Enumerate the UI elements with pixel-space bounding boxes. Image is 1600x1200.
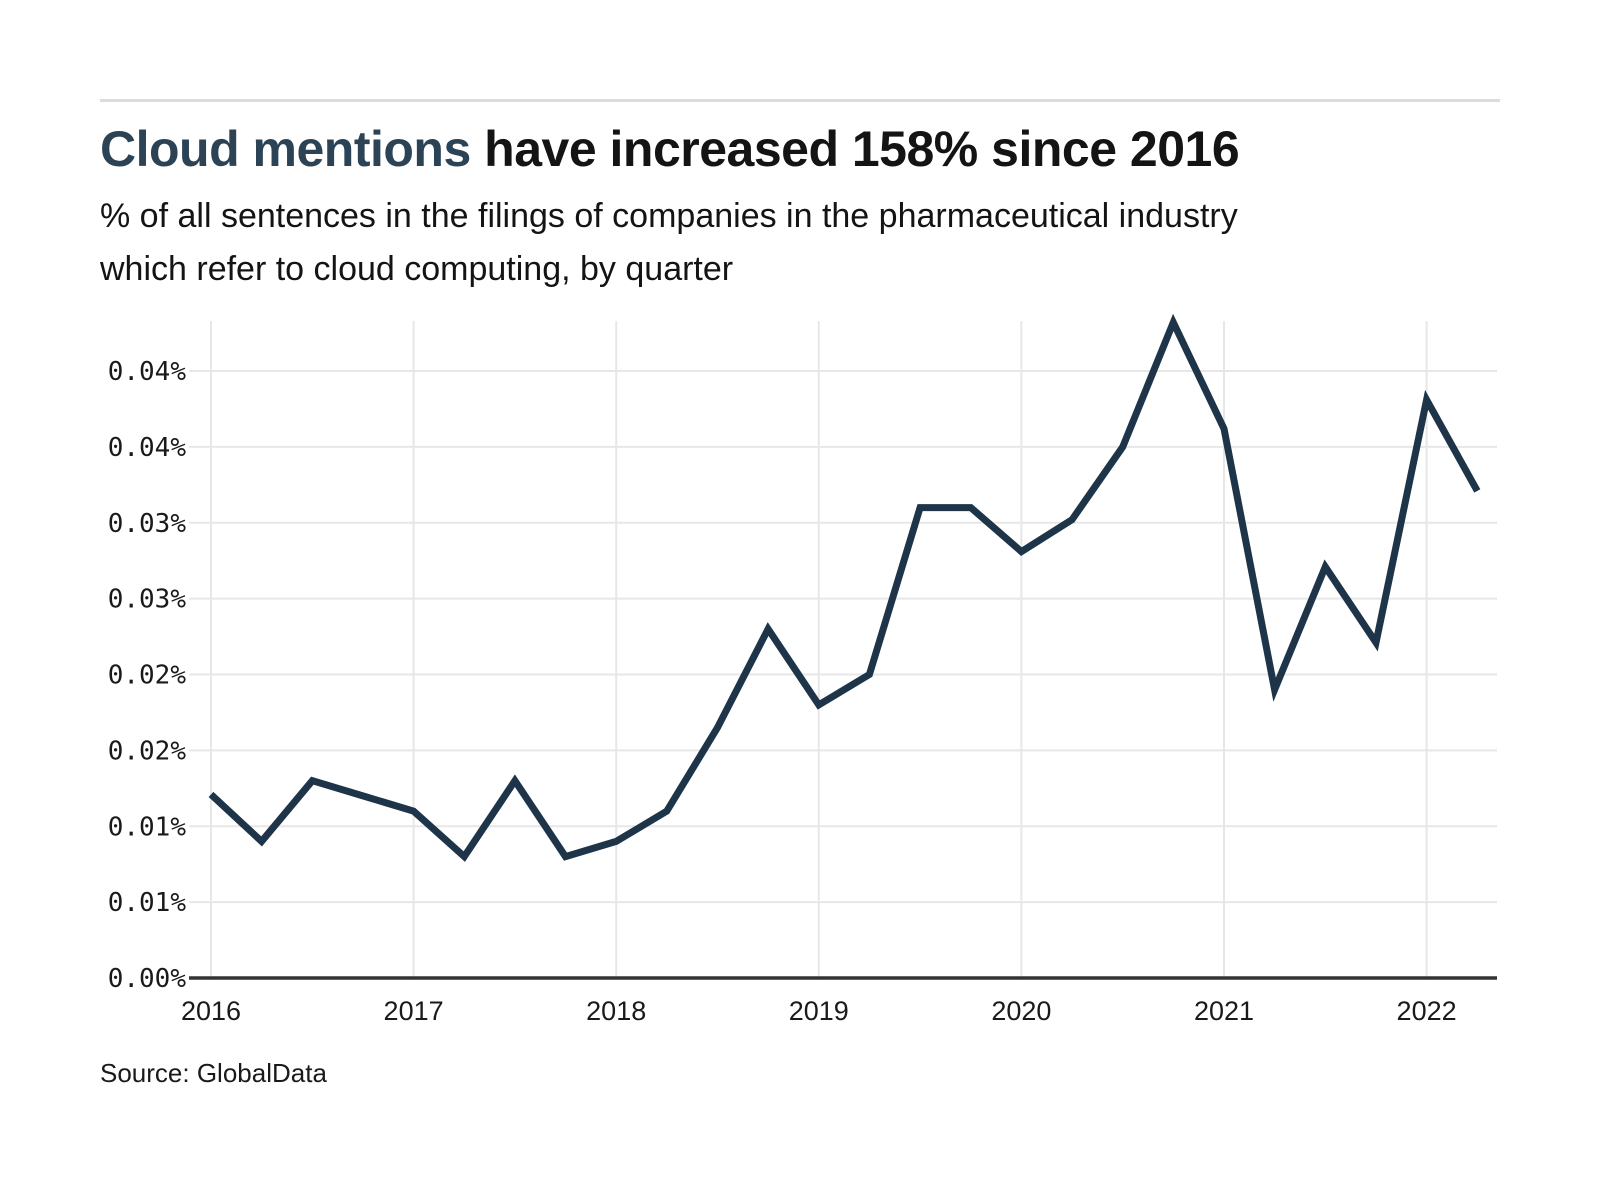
y-tick-label: 0.04%: [108, 357, 187, 387]
chart-subtitle-line1: % of all sentences in the filings of com…: [100, 197, 1238, 235]
header-divider: [100, 99, 1500, 102]
y-tick-label: 0.02%: [108, 736, 187, 766]
page-title-rest: have increased 158% since 2016: [470, 121, 1240, 177]
x-tick-label: 2018: [586, 996, 646, 1026]
x-tick-label: 2022: [1397, 996, 1457, 1026]
chart-subtitle-line2: which refer to cloud computing, by quart…: [100, 250, 734, 288]
y-tick-label: 0.00%: [108, 964, 187, 994]
y-tick-label: 0.03%: [108, 509, 187, 539]
page-title-highlight: Cloud mentions: [100, 121, 471, 177]
y-tick-label: 0.02%: [108, 661, 187, 691]
chart-subtitle: % of all sentences in the filings of com…: [100, 190, 1560, 296]
x-tick-label: 2016: [181, 996, 241, 1026]
x-tick-label: 2021: [1194, 996, 1254, 1026]
x-tick-label: 2019: [789, 996, 849, 1026]
y-tick-label: 0.01%: [108, 888, 187, 918]
page-title: Cloud mentions have increased 158% since…: [100, 120, 1560, 178]
x-tick-label: 2017: [384, 996, 444, 1026]
y-tick-label: 0.04%: [108, 433, 187, 463]
x-tick-label: 2020: [991, 996, 1051, 1026]
source-text: Source: GlobalData: [100, 1058, 327, 1088]
y-tick-label: 0.01%: [108, 812, 187, 842]
y-tick-label: 0.03%: [108, 585, 187, 615]
data-line: [208, 313, 1481, 862]
